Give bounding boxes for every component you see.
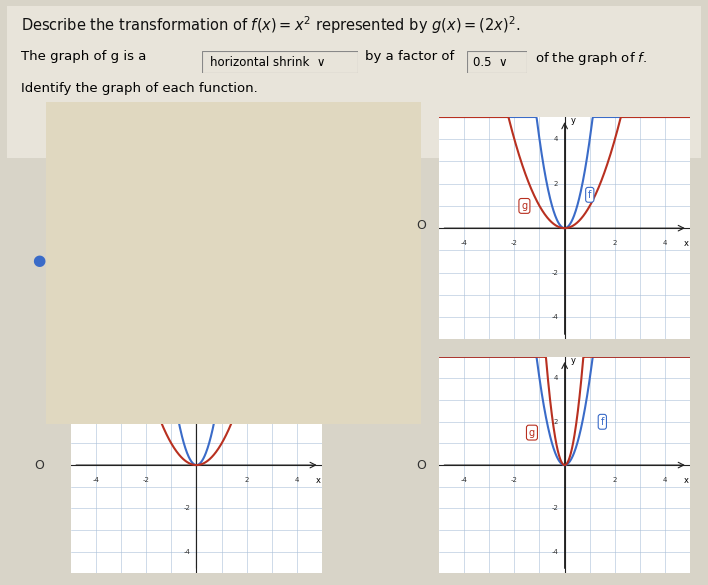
Text: f: f bbox=[588, 190, 591, 200]
Text: g: g bbox=[318, 194, 325, 204]
Text: g: g bbox=[521, 201, 527, 211]
Text: g: g bbox=[123, 406, 129, 416]
Text: -2: -2 bbox=[217, 317, 225, 326]
Text: y: y bbox=[241, 116, 248, 126]
Text: -2: -2 bbox=[164, 279, 173, 288]
Text: -4: -4 bbox=[461, 240, 467, 246]
Text: of the graph of $f$.: of the graph of $f$. bbox=[535, 50, 647, 67]
Text: -4: -4 bbox=[552, 549, 559, 555]
Text: 2: 2 bbox=[554, 419, 559, 425]
Text: -2: -2 bbox=[552, 270, 559, 276]
Text: -2: -2 bbox=[511, 477, 518, 483]
Text: 2: 2 bbox=[612, 477, 617, 483]
Text: Identify the graph of each function.: Identify the graph of each function. bbox=[21, 82, 258, 95]
Text: f: f bbox=[140, 194, 144, 204]
Text: y: y bbox=[571, 116, 576, 125]
Text: -4: -4 bbox=[99, 279, 108, 288]
Text: Describe the transformation of $f(x)=x^2$ represented by $g(x)=(2x)^2$.: Describe the transformation of $f(x)=x^2… bbox=[21, 15, 520, 36]
Text: O: O bbox=[416, 459, 426, 472]
Text: horizontal shrink  ∨: horizontal shrink ∨ bbox=[210, 56, 325, 68]
Text: x: x bbox=[684, 476, 689, 485]
Text: 2: 2 bbox=[185, 419, 190, 425]
Text: f: f bbox=[600, 417, 604, 427]
Text: y: y bbox=[571, 356, 576, 364]
Text: The graph of g is a: The graph of g is a bbox=[21, 50, 147, 63]
Text: -2: -2 bbox=[552, 505, 559, 511]
Text: 4: 4 bbox=[663, 240, 668, 246]
Text: O: O bbox=[34, 459, 44, 472]
Text: 4: 4 bbox=[361, 279, 367, 288]
Text: y: y bbox=[202, 356, 207, 364]
Text: ●: ● bbox=[33, 253, 45, 268]
Text: f: f bbox=[202, 384, 206, 394]
Text: 4: 4 bbox=[554, 376, 559, 381]
Text: 4: 4 bbox=[295, 477, 299, 483]
Text: -4: -4 bbox=[552, 314, 559, 320]
Text: 4: 4 bbox=[185, 376, 190, 381]
Text: 4: 4 bbox=[663, 477, 668, 483]
Text: 2: 2 bbox=[296, 279, 302, 288]
Text: 2: 2 bbox=[554, 181, 559, 187]
Text: -4: -4 bbox=[183, 549, 190, 555]
Text: g: g bbox=[529, 428, 535, 438]
Text: 0.5  ∨: 0.5 ∨ bbox=[473, 56, 508, 68]
Text: -2: -2 bbox=[511, 240, 518, 246]
Text: by a factor of: by a factor of bbox=[365, 50, 454, 63]
Text: O: O bbox=[416, 219, 426, 232]
Text: 2: 2 bbox=[220, 200, 225, 209]
Text: 4: 4 bbox=[220, 142, 225, 151]
Text: 2: 2 bbox=[612, 240, 617, 246]
Text: x: x bbox=[684, 239, 689, 248]
Text: x: x bbox=[389, 278, 394, 288]
Text: 2: 2 bbox=[244, 477, 249, 483]
Text: x: x bbox=[316, 476, 321, 485]
Text: 4: 4 bbox=[554, 136, 559, 142]
Text: -2: -2 bbox=[143, 477, 149, 483]
Text: -4: -4 bbox=[217, 376, 225, 385]
Text: -2: -2 bbox=[183, 505, 190, 511]
Text: -4: -4 bbox=[461, 477, 467, 483]
Text: -4: -4 bbox=[93, 477, 99, 483]
